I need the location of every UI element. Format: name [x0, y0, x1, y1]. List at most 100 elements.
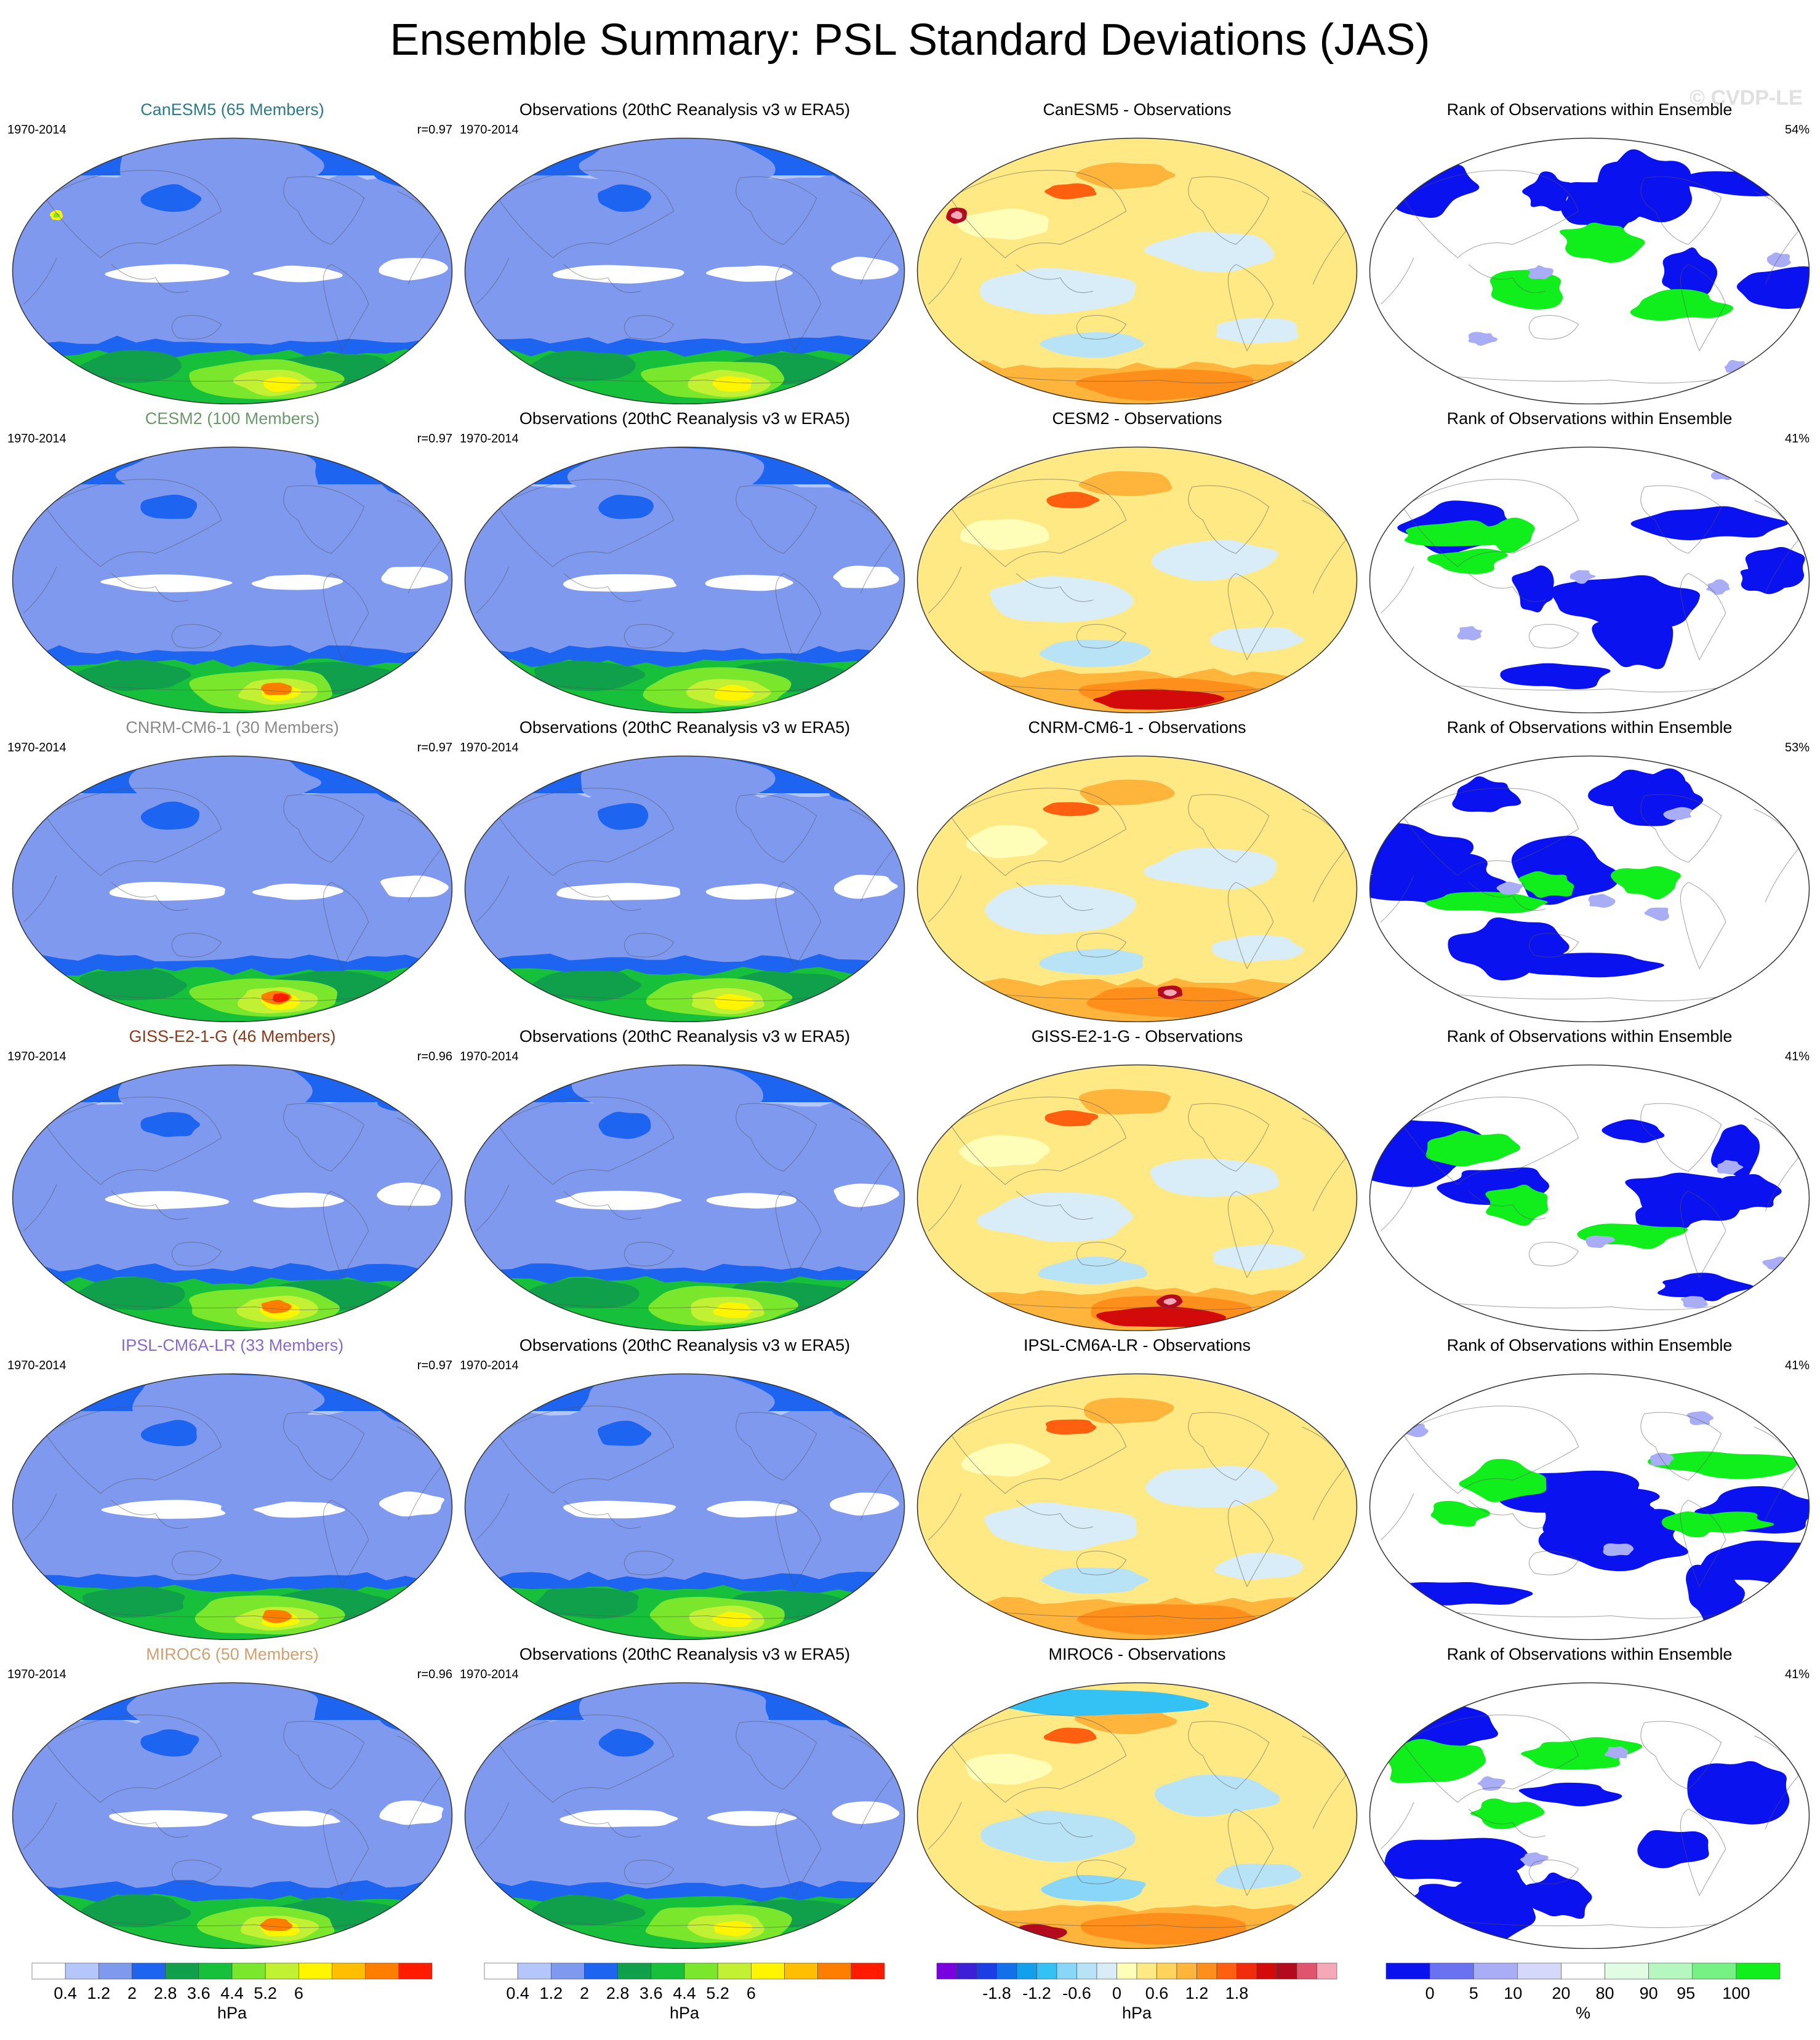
coastlines: [23, 1097, 442, 1310]
contour-pacific-core: [140, 494, 198, 519]
difference-map: [916, 1373, 1358, 1640]
panel-obs-row-3: Observations (20thC Reanalysis v3 w ERA5…: [459, 716, 911, 1026]
rank-map: [1369, 1064, 1810, 1331]
rank-high-region: [1521, 1737, 1643, 1770]
map-field: [12, 756, 452, 1022]
panel-diff-row-6: MIROC6 - Observations: [911, 1643, 1363, 1953]
contour-s-4a: [74, 659, 191, 691]
model-map: [12, 137, 453, 404]
panel-title: CNRM-CM6-1 - Observations: [1028, 718, 1246, 737]
panel-model-row-1: CanESM5 (65 Members) 1970-2014 r=0.97: [6, 98, 459, 408]
colorbar-swatch: [1277, 1962, 1297, 1980]
colorbar-tick-label: 6: [294, 1984, 303, 2002]
globe-outline: [1369, 137, 1810, 404]
map-field: [1369, 1374, 1810, 1640]
rank-high-region: [1430, 1501, 1490, 1527]
colorbar-rank: 0 5 10 20 80 90 95 100%: [1385, 1962, 1781, 2036]
colorbar-tick-label: 2: [579, 1984, 590, 2002]
panel-title: Observations (20thC Reanalysis v3 w ERA5…: [519, 100, 851, 119]
panel-rank-row-4: Rank of Observations within Ensemble 41%: [1363, 1025, 1816, 1335]
contour-pacific-core: [140, 184, 202, 212]
low-variance-patch-3: [377, 1182, 441, 1206]
negative-region-3: [1041, 1874, 1146, 1902]
panel-title: CanESM5 (65 Members): [140, 100, 324, 119]
colorbar-tick-label: 5.2: [706, 1984, 729, 2002]
panel-title: CESM2 (100 Members): [145, 409, 320, 428]
rank-mid-low-region: [1588, 894, 1616, 908]
colorbar-swatch: [1561, 1962, 1605, 1980]
colorbar-swatch: [517, 1962, 551, 1980]
map-field: [12, 1065, 452, 1331]
rank-mid-low-region: [1528, 265, 1554, 279]
globe-outline: [1369, 1064, 1810, 1331]
colorbar-tick-label: 10: [1504, 1984, 1523, 2002]
colorbar-swatch: [851, 1962, 885, 1980]
low-variance-patch-2: [705, 883, 795, 900]
coastlines: [23, 170, 442, 383]
contour-pacific-lobe: [508, 182, 622, 213]
positive-core-north: [1044, 1110, 1099, 1127]
negative-region-3: [1040, 332, 1145, 358]
panel-diff-row-1: CanESM5 - Observations: [911, 98, 1363, 408]
globe-outline: [12, 1064, 453, 1331]
colorbar-tick-label: 2: [127, 1984, 137, 2002]
colorbar-tick-label: 3.6: [187, 1984, 210, 2002]
low-variance-patch-1: [105, 264, 230, 283]
panel-title: IPSL-CM6A-LR - Observations: [1023, 1336, 1251, 1354]
colorbar-swatch: [1157, 1962, 1177, 1980]
colorbar-swatch: [1056, 1962, 1077, 1980]
rank-mid-low-region: [1766, 252, 1791, 268]
contour-pacific-core: [598, 1111, 651, 1139]
pattern-correlation: r=0.97: [417, 1359, 452, 1372]
colorbar-swatch: [65, 1962, 99, 1980]
colorbar-tick-label: 4.4: [220, 1984, 244, 2002]
negative-region-4: [1209, 626, 1304, 653]
rank-high-region: [1459, 1458, 1547, 1502]
low-variance-patch-2: [252, 265, 343, 282]
map-field: [12, 447, 452, 713]
panel-model-row-4: GISS-E2-1-G (46 Members) 1970-2014 r=0.96: [6, 1025, 459, 1335]
panel-title: GISS-E2-1-G (46 Members): [129, 1027, 336, 1046]
difference-map: [916, 1682, 1358, 1949]
colorbar-tick-label: 6: [746, 1984, 756, 2002]
contour-north-lobe: [579, 1682, 769, 1737]
negative-region-2: [1154, 1774, 1280, 1817]
panel-title: Rank of Observations within Ensemble: [1446, 718, 1733, 737]
globe-outline: [12, 1373, 453, 1640]
rank-mid-low-region: [1663, 807, 1693, 820]
coastlines: [23, 1714, 442, 1928]
positive-region-north: [1078, 471, 1173, 497]
rank-low-region: [1662, 247, 1718, 301]
coastlines: [476, 1097, 894, 1310]
contour-s-4a: [528, 350, 636, 382]
colorbar-tick-label: -1.8: [982, 1984, 1011, 2002]
contour-pacific-core: [140, 1420, 197, 1446]
colorbar-tick-label: 0: [1112, 1984, 1122, 2002]
map-field: [465, 447, 905, 713]
colorbar-swatch: [751, 1962, 785, 1980]
map-field: [465, 756, 905, 1022]
negative-region-1: [984, 1502, 1137, 1551]
positive-core-north: [1043, 802, 1099, 817]
near-zero-region: [960, 519, 1049, 550]
low-variance-patch-3: [379, 1491, 445, 1517]
contour-pacific-core: [598, 494, 654, 519]
contour-s-4a: [81, 1894, 191, 1928]
rank-low-region: [1736, 266, 1810, 310]
panel-title: Rank of Observations within Ensemble: [1446, 1336, 1733, 1354]
colorbar-swatch: [1605, 1962, 1649, 1980]
difference-map: [916, 1064, 1358, 1331]
low-variance-patch-3: [380, 875, 449, 898]
rank-low-region: [1452, 776, 1521, 812]
period-label: 1970-2014: [7, 741, 66, 754]
colorbar-swatch: [1473, 1962, 1518, 1980]
low-variance-patch-2: [251, 574, 343, 590]
colorbar-tick-label: 95: [1677, 1984, 1696, 2002]
coastlines: [1381, 479, 1799, 692]
rank-low-region: [1597, 161, 1650, 224]
colorbar-swatches: [1385, 1962, 1781, 1980]
peak-positive-core: [1163, 1298, 1177, 1305]
map-field: [12, 1682, 452, 1949]
low-variance-patch-2: [252, 883, 343, 900]
rank-map: [1369, 137, 1810, 404]
